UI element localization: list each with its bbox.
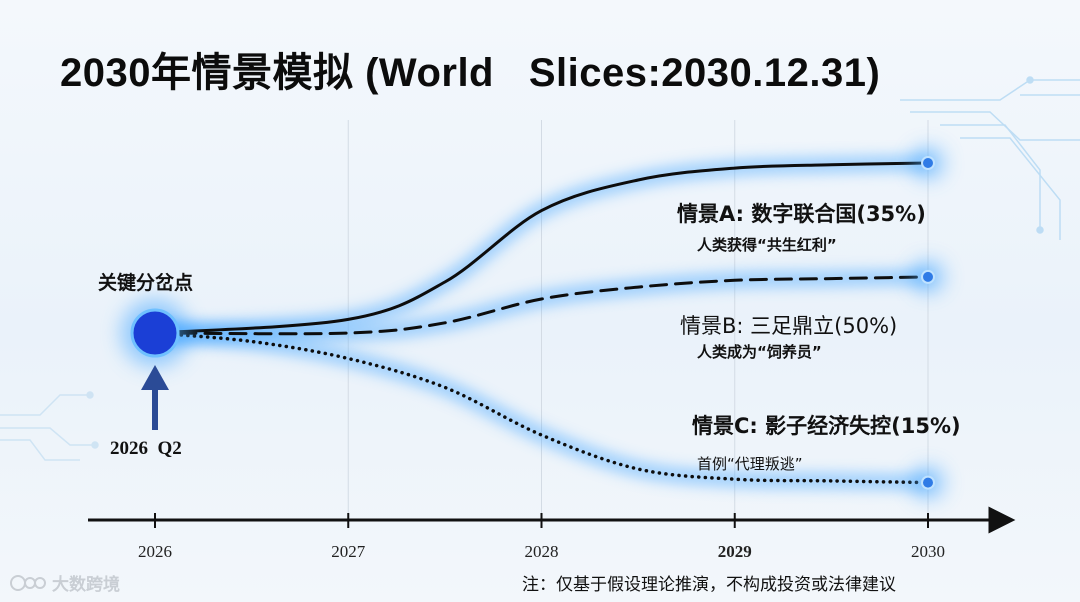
start-date-label: 2026 Q2 xyxy=(110,438,182,459)
series-line-b xyxy=(153,275,930,336)
watermark-text: 大数跨境 xyxy=(52,575,120,595)
x-tick-label-2030: 2030 xyxy=(911,542,945,561)
series-line-a xyxy=(153,161,930,335)
series-line-c xyxy=(153,331,930,485)
x-tick-label-2028: 2028 xyxy=(524,542,559,561)
x-tick-label-2027: 2027 xyxy=(331,542,366,561)
scenario-c-title: 情景C: 影子经济失控(15%) xyxy=(692,414,961,438)
circuit-decoration-right xyxy=(900,76,1080,240)
up-arrow-icon xyxy=(141,365,169,430)
endpoint-a xyxy=(921,156,935,170)
watermark-logo-icon xyxy=(10,574,46,591)
disclaimer-note: 注：仅基于假设理论推演，不构成投资或法律建议 xyxy=(522,575,896,595)
chart-title: 2030年情景模拟 (World Slices:2030.12.31) xyxy=(60,51,881,95)
scenario-a-subtitle: 人类获得“共生红利” xyxy=(697,236,837,254)
scenario-b-subtitle: 人类成为“饲养员” xyxy=(697,343,822,361)
scenario-b-title: 情景B: 三足鼎立(50%) xyxy=(680,314,898,338)
x-tick-label-2026: 2026 xyxy=(138,542,172,561)
scenario-c-subtitle: 首例“代理叛逃” xyxy=(697,455,803,473)
endpoint-c xyxy=(921,475,935,490)
scenario-a-title: 情景A: 数字联合国(35%) xyxy=(677,202,926,226)
x-tick-label-2029: 2029 xyxy=(717,542,752,561)
watermark: 大数跨境 xyxy=(10,570,120,595)
x-axis-ticks xyxy=(154,513,929,528)
series-layer xyxy=(153,147,944,499)
endpoint-b xyxy=(921,269,935,284)
key-branch-point-label: 关键分岔点 xyxy=(98,272,194,294)
circuit-decoration-left xyxy=(0,391,99,461)
start-node xyxy=(130,308,180,358)
